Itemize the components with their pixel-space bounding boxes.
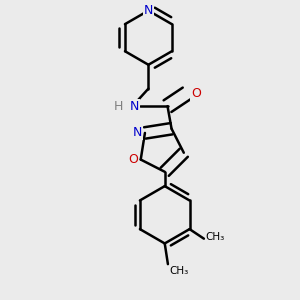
- Text: O: O: [191, 87, 201, 100]
- Text: CH₃: CH₃: [169, 266, 189, 276]
- Text: N: N: [129, 100, 139, 113]
- Text: CH₃: CH₃: [206, 232, 225, 242]
- Text: H: H: [113, 100, 123, 113]
- Text: N: N: [132, 126, 142, 140]
- Text: O: O: [128, 153, 138, 166]
- Text: N: N: [144, 4, 153, 17]
